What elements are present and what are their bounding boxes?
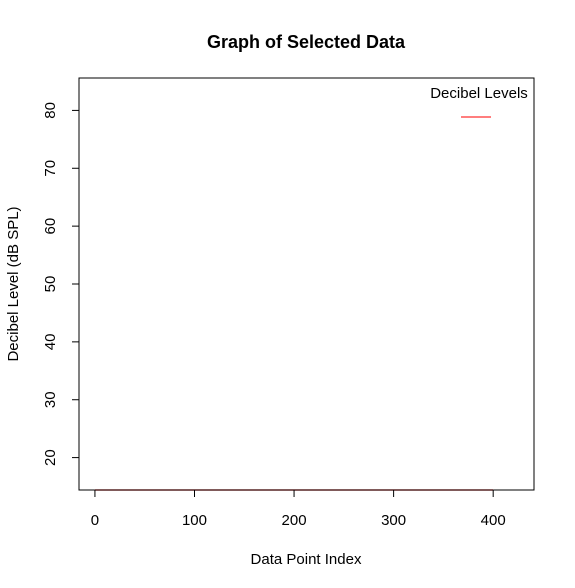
y-axis-label: Decibel Level (dB SPL) [5, 206, 22, 361]
y-tick-label: 50 [42, 276, 59, 293]
chart-title: Graph of Selected Data [207, 32, 406, 52]
y-tick-label: 20 [42, 449, 59, 466]
legend-title: Decibel Levels [430, 85, 528, 102]
x-tick-label: 400 [481, 512, 506, 529]
x-tick-label: 0 [91, 512, 99, 529]
x-axis-label: Data Point Index [251, 551, 362, 568]
y-tick-label: 60 [42, 218, 59, 235]
y-axis: 20 30 40 50 60 70 80 [42, 102, 80, 466]
legend: Decibel Levels [430, 85, 528, 118]
x-tick-label: 100 [182, 512, 207, 529]
x-tick-label: 200 [282, 512, 307, 529]
x-tick-label: 300 [381, 512, 406, 529]
y-tick-label: 30 [42, 391, 59, 408]
plot-area-frame [78, 77, 535, 491]
y-tick-label: 70 [42, 160, 59, 177]
x-axis: 0 100 200 300 400 [91, 489, 506, 529]
y-tick-label: 80 [42, 102, 59, 119]
y-tick-label: 40 [42, 334, 59, 351]
